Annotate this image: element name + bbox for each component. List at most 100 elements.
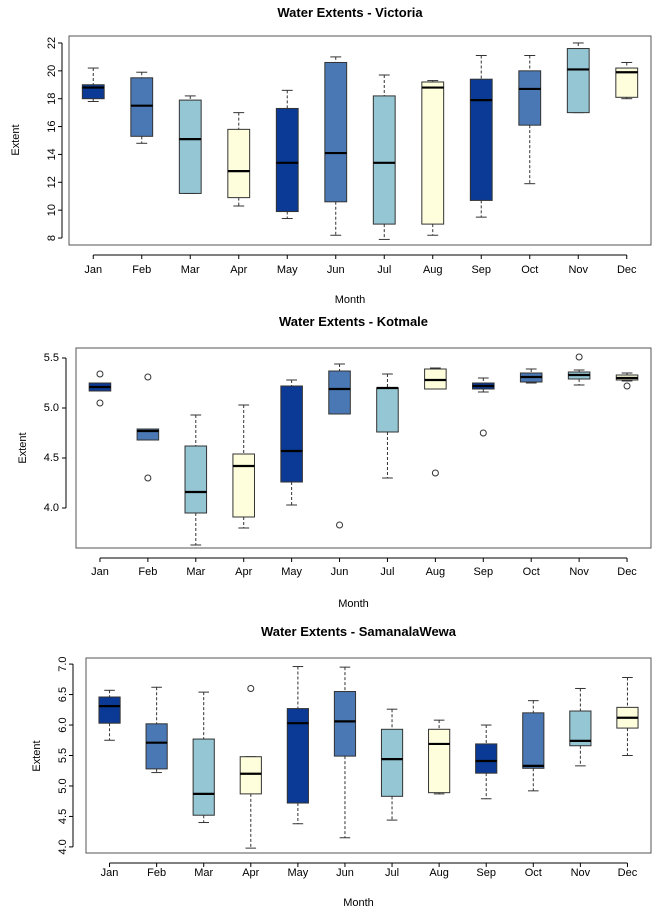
box-jun (333, 666, 357, 839)
iqr-box (569, 710, 592, 747)
box-jan (81, 67, 105, 102)
y-tick-label: 5.5 (44, 352, 59, 364)
y-axis-label: Extent (10, 124, 22, 155)
box-nov (566, 42, 590, 114)
y-tick-label: 4.5 (57, 809, 69, 824)
iqr-box (98, 696, 121, 724)
x-tick-label: Apr (235, 566, 252, 578)
x-tick-label: Dec (617, 264, 637, 276)
x-tick-label: Mar (181, 264, 200, 276)
x-tick-label: Dec (617, 566, 637, 578)
y-tick-label: 7.0 (57, 656, 69, 671)
chart-title: Water Extents - SamanalaWewa (261, 624, 457, 639)
box-jul (380, 708, 404, 821)
x-tick-label: Apr (242, 867, 259, 879)
outlier-point (96, 399, 104, 407)
x-tick-label: Mar (186, 566, 205, 578)
x-tick-label: Apr (230, 264, 247, 276)
box-mar (184, 414, 208, 546)
box-nov (567, 353, 591, 386)
box-oct (519, 368, 543, 384)
iqr-box (566, 48, 590, 114)
iqr-box (232, 453, 255, 518)
x-tick-label: Feb (147, 867, 166, 879)
y-tick-label: 16 (46, 120, 58, 132)
iqr-box (372, 95, 396, 225)
iqr-box (178, 99, 202, 194)
x-tick-label: May (281, 566, 302, 578)
iqr-box (239, 756, 262, 795)
iqr-box (522, 712, 545, 769)
box-sep (475, 724, 498, 800)
iqr-box (227, 128, 251, 199)
x-tick-label: Nov (568, 264, 588, 276)
outlier-point (144, 373, 152, 381)
outlier-point (575, 353, 583, 361)
chart-title: Water Extents - Kotmale (279, 314, 428, 329)
iqr-box (275, 107, 299, 213)
box-apr (227, 112, 251, 207)
box-sep (472, 377, 495, 437)
x-tick-label: Jan (101, 867, 119, 879)
outlier-point (144, 474, 152, 482)
box-jul (372, 74, 396, 240)
y-tick-label: 5.0 (44, 402, 59, 414)
chart-samanala: Water Extents - SamanalaWewa 4.0 4.5 5.0 5.5… (31, 624, 652, 909)
y-tick-label: 6.5 (57, 687, 69, 702)
x-tick-label: Jul (380, 566, 394, 578)
y-axis-label: Extent (17, 432, 29, 463)
box-may (275, 89, 299, 220)
y-tick-label: 20 (46, 65, 58, 77)
box-oct (518, 55, 542, 185)
x-axis-label: Month (343, 897, 374, 909)
chart-kotmale: Water Extents - Kotmale 4.0 4.5 5.0 5.5 Jan Fe… (17, 314, 652, 610)
box-nov (569, 687, 592, 767)
x-tick-label: Mar (194, 867, 213, 879)
outlier-point (96, 370, 104, 378)
outlier-point (336, 521, 344, 529)
box-feb (145, 686, 168, 774)
x-tick-label: Jul (377, 264, 391, 276)
x-tick-label: Feb (138, 566, 157, 578)
x-tick-label: Sep (474, 566, 494, 578)
outlier-point (247, 684, 255, 692)
iqr-box (145, 723, 168, 770)
box-jun (328, 363, 351, 529)
x-tick-label: Sep (476, 867, 496, 879)
y-tick-label: 10 (46, 204, 58, 216)
x-tick-label: Oct (525, 867, 542, 879)
x-tick-label: Nov (571, 867, 591, 879)
box-aug (421, 80, 445, 236)
iqr-box (192, 738, 215, 816)
iqr-box (380, 728, 404, 797)
x-tick-label: Jun (331, 566, 349, 578)
y-tick-label: 14 (46, 148, 58, 160)
y-tick-label: 18 (46, 93, 58, 105)
iqr-box (428, 728, 451, 794)
iqr-box (130, 77, 154, 137)
x-tick-label: May (277, 264, 298, 276)
outlier-point (431, 469, 439, 477)
box-oct (522, 700, 545, 792)
iqr-box (333, 691, 357, 757)
x-tick-label: Aug (429, 867, 449, 879)
box-dec (615, 61, 639, 100)
y-tick-label: 4.5 (44, 452, 59, 464)
plot-frame (85, 657, 652, 854)
iqr-box (280, 385, 303, 483)
iqr-box (421, 81, 445, 225)
plot-frame (75, 347, 652, 549)
y-tick-label: 8 (46, 235, 58, 241)
box-dec (615, 372, 639, 390)
iqr-box (518, 70, 542, 126)
box-jun (324, 56, 348, 236)
box-aug (424, 367, 447, 477)
iqr-box (286, 708, 309, 804)
plot-frame (68, 35, 652, 246)
chart-title: Water Extents - Victoria (277, 5, 423, 20)
box-apr (232, 404, 255, 529)
box-jul (376, 373, 399, 479)
x-tick-label: Oct (521, 264, 538, 276)
